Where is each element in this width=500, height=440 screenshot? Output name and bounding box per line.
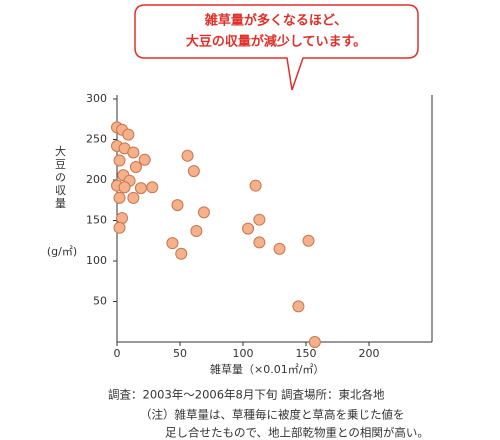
point [146, 181, 159, 194]
point [187, 165, 200, 178]
point [175, 247, 188, 260]
point [134, 182, 147, 195]
point [138, 153, 151, 166]
y-tick-label: 200 [86, 173, 107, 186]
point [166, 237, 179, 250]
point [122, 128, 135, 141]
point [113, 154, 126, 167]
point [253, 213, 266, 226]
point [127, 146, 140, 159]
callout-box [134, 4, 419, 91]
point [171, 199, 184, 212]
point [242, 222, 255, 235]
callout-text: 雑草量が多くなるほど、 [204, 13, 347, 29]
point [302, 234, 315, 247]
point [113, 191, 126, 204]
note: 足し合せたもので、地上部乾物重との相関が高い。 [165, 426, 429, 440]
callout-text: 大豆の収量が減少しています。 [186, 34, 366, 50]
x-tick-label: 200 [359, 347, 380, 360]
x-tick-label: 100 [233, 347, 254, 360]
y-tick-label: 50 [93, 295, 107, 308]
point [118, 181, 131, 194]
point [181, 149, 194, 162]
x-tick-label: 50 [173, 347, 187, 360]
point [308, 336, 321, 348]
x-axis-label: 雑草量（×0.01㎡/㎡） [210, 362, 324, 376]
y-tick-label: 300 [86, 92, 107, 105]
y-tick-label: 250 [86, 133, 107, 146]
point [113, 221, 126, 234]
point [127, 191, 140, 204]
x-tick-label: 0 [114, 347, 121, 360]
point [249, 179, 262, 192]
point [129, 161, 142, 174]
y-axis-label: 大豆の収量 [54, 144, 67, 210]
y-tick-label: 150 [86, 214, 107, 227]
point [253, 236, 266, 249]
y-tick-label: 100 [86, 254, 107, 267]
point [190, 225, 203, 238]
point [116, 212, 129, 225]
note: 調査：2003年～2006年8月下旬 調査場所：東北各地 [108, 388, 385, 402]
x-tick-label: 150 [296, 347, 317, 360]
y-axis-unit: (g/㎡) [47, 245, 77, 258]
point [273, 242, 286, 255]
point [292, 300, 305, 313]
note: （注）雑草量は、草種毎に被度と草高を乗じた値を [140, 408, 405, 422]
point [197, 206, 210, 219]
